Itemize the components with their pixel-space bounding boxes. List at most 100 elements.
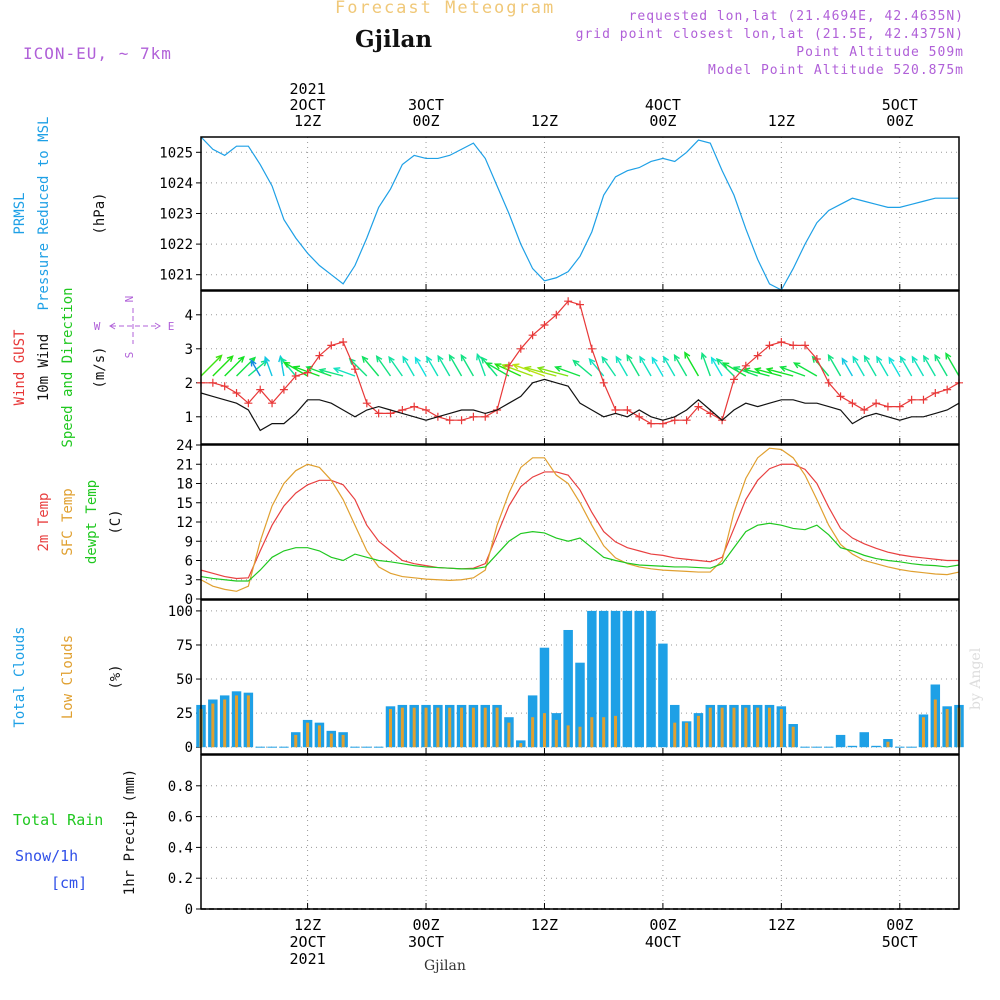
wind-arrow [780,366,806,377]
wind-arrowhead [511,363,520,370]
wind-arrow [639,356,652,377]
low-cloud-bar [756,707,760,748]
bottom-time-label: 12Z [531,916,558,934]
gust-marker [931,389,940,397]
bottom-time-label: 3OCT [408,933,444,951]
bottom-time-label: 4OCT [645,933,681,951]
model-label: ICON-EU, ~ 7km [23,44,172,63]
gust-marker [587,344,596,353]
y-tick-label: 1023 [159,207,193,223]
total-cloud-bar [539,647,550,748]
bottom-time-label: 00Z [412,916,439,934]
top-time-label: 00Z [649,112,676,130]
gust-marker [576,300,584,309]
gust-marker [670,416,679,425]
requested-coords: requested lon,lat (21.4694E, 42.4635N) [628,9,964,24]
wind-arrowhead [841,357,848,365]
wind-arrowhead [572,359,580,367]
low-cloud-bar [246,695,250,748]
wind-arrow [827,354,842,377]
gust-marker [765,341,774,350]
low-cloud-bar [436,707,440,748]
low-cloud-bar [329,733,333,748]
wind-arrow [402,356,415,377]
y-tick-label: 3 [185,342,193,358]
y-tick-label: 4 [185,308,193,324]
wind-arrowhead [651,356,658,364]
total-cloud-bar [622,610,633,748]
y-tick-label: 6 [185,554,193,570]
compass-arrows [109,322,161,330]
wind-arrow [426,356,439,377]
wind-arrowhead [348,357,356,365]
top-time-label: 2OCT [290,96,326,114]
panel-temperature: 0 3 6 9 12 15 18 21 24 2m Temp SFC Temp dewpt Temp (… [36,438,960,608]
wind-arrow [722,362,747,377]
wind-arrow [673,354,688,377]
low-cloud-bar [673,722,677,748]
low-cloud-bar [578,726,582,748]
gust-marker [422,406,431,414]
gust-marker [268,399,277,408]
low-cloud-bar [720,707,724,748]
gust-marker [540,321,549,329]
wind-arrowhead [827,353,834,362]
y-tick-label: 0.8 [168,779,193,795]
gust-marker [801,341,810,350]
side-label: Snow/1h [15,847,78,865]
y-tick-label: 1024 [159,176,193,192]
bottom-time-label: 00Z [886,916,913,934]
wind-arrow [716,358,735,377]
chart-title: Forecast Meteogram [335,0,556,18]
panel-label: Total Clouds [12,626,28,727]
gust-marker [824,378,833,387]
gust-marker [220,382,229,391]
wind-arrow [841,358,854,377]
wind-arrow [212,355,234,377]
low-cloud-bar [460,707,464,748]
top-time-label: 00Z [886,112,913,130]
wind-arrowhead [626,353,633,362]
panel-frame [200,754,960,910]
wind-arrowhead [460,353,467,362]
wind-arrowhead [753,367,762,374]
gust-marker [836,392,845,401]
y-tick-label: 0 [185,592,193,608]
wind-arrowhead [292,365,301,372]
gust-marker [812,355,821,363]
y-tick-label: 24 [176,438,193,454]
wind-arrowhead [601,355,608,364]
low-cloud-bar [590,717,594,748]
gust-marker [741,361,750,370]
bottom-time-label: 12Z [768,916,795,934]
wind-arrow [733,366,758,377]
wind-arrow [460,354,475,377]
gust-marker [848,399,857,408]
panel-precip: 0 0.2 0.4 0.6 0.8 1hr Precip (mm) Total Rain Sn… [13,754,960,918]
panel-label: Speed and Direction [60,287,76,447]
y-tick-label: 1025 [159,145,193,161]
wind-arrow [525,367,557,377]
gust-marker [919,395,928,404]
credit-watermark: by Angel [968,647,984,710]
wind-arrow [362,356,380,377]
wind-arrow [555,366,581,377]
wind-arrowhead [426,355,433,363]
panel-label: (hPa) [92,192,108,234]
panel-label: (%) [108,664,124,689]
gust-marker [647,419,656,428]
y-tick-label: 21 [176,457,193,473]
wind-arrowhead [485,362,493,369]
total-cloud-bar [646,610,656,748]
wind-arrowhead [615,355,622,363]
wind-arrow [900,356,913,377]
wind-arrow [200,354,223,377]
top-time-label: 2021 [290,80,326,98]
top-time-label: 00Z [412,112,439,130]
wind-arrow [388,356,403,377]
total-cloud-bar [835,734,846,748]
wind-arrow [349,358,368,377]
wind-arrowhead [863,354,870,363]
low-cloud-bar [708,707,712,748]
gust-marker [729,375,738,384]
